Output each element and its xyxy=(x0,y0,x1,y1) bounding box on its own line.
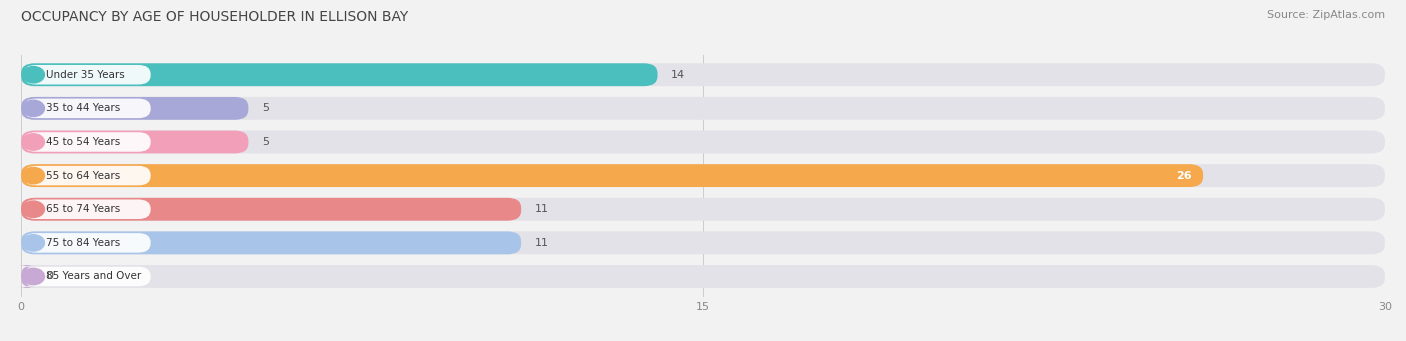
FancyBboxPatch shape xyxy=(24,267,150,286)
FancyBboxPatch shape xyxy=(24,166,150,186)
FancyBboxPatch shape xyxy=(21,265,1385,288)
Text: 85 Years and Over: 85 Years and Over xyxy=(46,271,142,281)
FancyBboxPatch shape xyxy=(24,233,150,253)
FancyBboxPatch shape xyxy=(21,63,1385,86)
FancyBboxPatch shape xyxy=(21,232,1385,254)
FancyBboxPatch shape xyxy=(21,198,1385,221)
Text: 5: 5 xyxy=(262,137,269,147)
Text: 11: 11 xyxy=(534,238,548,248)
FancyBboxPatch shape xyxy=(24,132,150,152)
FancyBboxPatch shape xyxy=(24,99,150,118)
Text: Source: ZipAtlas.com: Source: ZipAtlas.com xyxy=(1267,10,1385,20)
Circle shape xyxy=(22,66,45,83)
Circle shape xyxy=(22,268,45,285)
Text: 55 to 64 Years: 55 to 64 Years xyxy=(46,170,121,181)
Text: 35 to 44 Years: 35 to 44 Years xyxy=(46,103,121,113)
FancyBboxPatch shape xyxy=(21,131,249,153)
Text: Under 35 Years: Under 35 Years xyxy=(46,70,125,80)
Circle shape xyxy=(22,235,45,251)
Text: 5: 5 xyxy=(262,103,269,113)
FancyBboxPatch shape xyxy=(21,164,1385,187)
Text: 45 to 54 Years: 45 to 54 Years xyxy=(46,137,121,147)
Text: 0: 0 xyxy=(46,271,53,281)
FancyBboxPatch shape xyxy=(21,97,1385,120)
FancyBboxPatch shape xyxy=(21,97,249,120)
FancyBboxPatch shape xyxy=(18,265,35,288)
Text: 65 to 74 Years: 65 to 74 Years xyxy=(46,204,121,214)
Circle shape xyxy=(22,100,45,117)
FancyBboxPatch shape xyxy=(24,199,150,219)
FancyBboxPatch shape xyxy=(21,131,1385,153)
Circle shape xyxy=(22,201,45,218)
Text: 26: 26 xyxy=(1175,170,1192,181)
FancyBboxPatch shape xyxy=(21,63,658,86)
Circle shape xyxy=(22,134,45,150)
FancyBboxPatch shape xyxy=(21,232,522,254)
FancyBboxPatch shape xyxy=(21,164,1204,187)
FancyBboxPatch shape xyxy=(24,65,150,85)
Text: OCCUPANCY BY AGE OF HOUSEHOLDER IN ELLISON BAY: OCCUPANCY BY AGE OF HOUSEHOLDER IN ELLIS… xyxy=(21,10,408,24)
Text: 75 to 84 Years: 75 to 84 Years xyxy=(46,238,121,248)
Text: 11: 11 xyxy=(534,204,548,214)
Circle shape xyxy=(22,167,45,184)
FancyBboxPatch shape xyxy=(21,198,522,221)
Text: 14: 14 xyxy=(671,70,685,80)
